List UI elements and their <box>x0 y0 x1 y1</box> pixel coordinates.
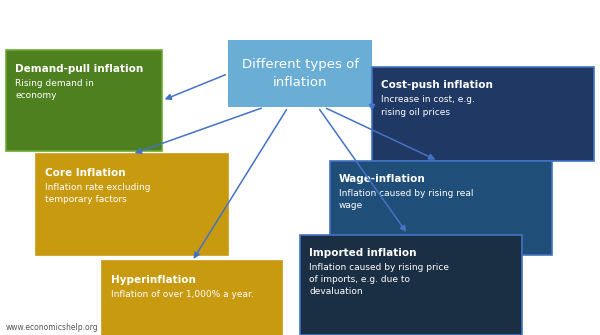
Text: Core Inflation: Core Inflation <box>45 168 125 178</box>
Text: Rising demand in
economy: Rising demand in economy <box>15 79 94 100</box>
Text: Wage-inflation: Wage-inflation <box>339 174 426 184</box>
Text: Inflation rate excluding
temporary factors: Inflation rate excluding temporary facto… <box>45 183 151 204</box>
Text: Inflation caused by rising price
of imports, e.g. due to
devaluation: Inflation caused by rising price of impo… <box>309 263 449 296</box>
Text: Increase in cost, e.g.
rising oil prices: Increase in cost, e.g. rising oil prices <box>381 95 475 117</box>
Text: www.economicshelp.org: www.economicshelp.org <box>6 323 98 332</box>
Text: Inflation caused by rising real
wage: Inflation caused by rising real wage <box>339 189 473 210</box>
Text: Cost-push inflation: Cost-push inflation <box>381 80 493 90</box>
FancyBboxPatch shape <box>372 67 594 161</box>
Text: Different types of
inflation: Different types of inflation <box>241 58 359 89</box>
FancyBboxPatch shape <box>300 234 522 335</box>
FancyBboxPatch shape <box>228 40 372 107</box>
Text: Demand-pull inflation: Demand-pull inflation <box>15 64 143 74</box>
FancyBboxPatch shape <box>330 161 552 255</box>
FancyBboxPatch shape <box>36 154 228 255</box>
FancyBboxPatch shape <box>102 261 282 335</box>
FancyBboxPatch shape <box>6 50 162 151</box>
Text: Imported inflation: Imported inflation <box>309 248 416 258</box>
Text: Inflation of over 1,000% a year.: Inflation of over 1,000% a year. <box>111 290 254 299</box>
Text: Hyperinflation: Hyperinflation <box>111 275 196 285</box>
